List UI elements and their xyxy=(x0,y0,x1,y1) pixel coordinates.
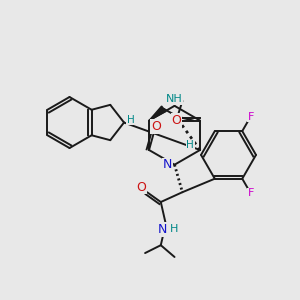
Polygon shape xyxy=(149,106,166,121)
Text: O: O xyxy=(172,114,182,127)
Text: F: F xyxy=(248,112,254,122)
Text: O: O xyxy=(151,120,161,133)
Text: N: N xyxy=(158,223,167,236)
Text: NH: NH xyxy=(166,94,183,104)
Text: H: H xyxy=(127,115,135,124)
Text: O: O xyxy=(136,181,146,194)
Text: F: F xyxy=(248,188,254,198)
Text: H: H xyxy=(170,224,179,235)
Text: N: N xyxy=(163,158,172,171)
Text: H: H xyxy=(186,140,194,150)
